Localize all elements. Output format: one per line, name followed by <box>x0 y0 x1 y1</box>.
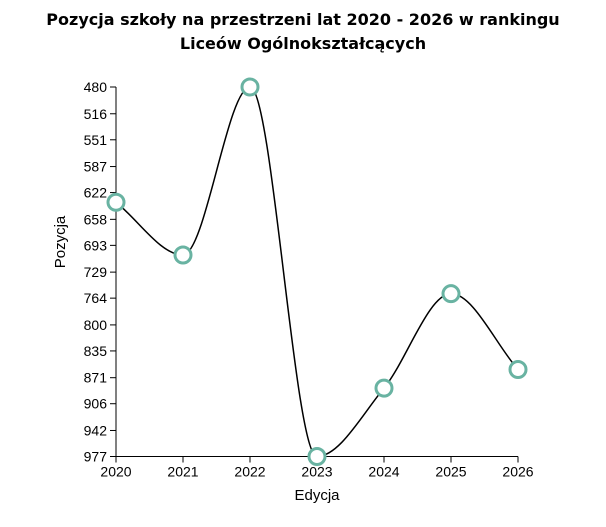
data-points <box>106 77 528 466</box>
y-axis: 480 516 551 587 622 658 693 729 764 800 835 871 906 9… <box>84 79 117 465</box>
chart-title-line-1: Pozycja szkoły na przestrzeni lat 2020 -… <box>46 10 560 29</box>
y-tick-label: 693 <box>84 237 108 253</box>
y-tick: 551 <box>84 132 116 148</box>
x-tick-label: 2023 <box>301 464 332 480</box>
x-tick: 2020 <box>100 456 132 480</box>
y-tick-label: 622 <box>84 185 108 201</box>
y-tick: 729 <box>84 264 116 280</box>
x-tick: 2026 <box>502 456 534 480</box>
y-tick: 977 <box>84 449 116 465</box>
y-axis-label: Pozycja <box>52 215 69 268</box>
y-tick-label: 977 <box>84 449 108 465</box>
y-tick: 658 <box>84 211 116 227</box>
y-tick-label: 729 <box>84 264 108 280</box>
data-point[interactable] <box>508 360 528 380</box>
y-tick-label: 835 <box>84 343 108 359</box>
y-tick-label: 658 <box>84 211 108 227</box>
x-axis-label: Edycja <box>294 487 340 504</box>
y-tick-label: 942 <box>84 422 108 438</box>
x-tick: 2025 <box>435 456 467 480</box>
x-tick: 2024 <box>368 456 400 480</box>
y-tick: 764 <box>84 290 116 306</box>
y-tick: 835 <box>84 343 116 359</box>
data-point[interactable] <box>441 284 461 304</box>
y-tick-label: 871 <box>84 370 108 386</box>
y-tick-label: 906 <box>84 396 108 412</box>
x-tick-label: 2025 <box>435 464 466 480</box>
chart-title: Pozycja szkoły na przestrzeni lat 2020 -… <box>0 8 606 56</box>
chart-title-line-2: Liceów Ogólnokształcących <box>179 34 427 53</box>
x-tick: 2022 <box>234 456 266 480</box>
data-point[interactable] <box>240 77 260 97</box>
y-tick: 516 <box>84 106 116 122</box>
x-tick-label: 2020 <box>100 464 131 480</box>
x-tick-label: 2022 <box>234 464 265 480</box>
data-point[interactable] <box>173 245 193 265</box>
y-tick-label: 800 <box>84 317 108 333</box>
x-tick-label: 2021 <box>167 464 198 480</box>
series-line <box>115 86 519 458</box>
data-point[interactable] <box>307 447 327 466</box>
y-tick-label: 551 <box>84 132 108 148</box>
x-tick-label: 2026 <box>502 464 533 480</box>
y-tick: 587 <box>84 159 116 175</box>
y-tick: 871 <box>84 370 116 386</box>
data-point[interactable] <box>106 192 126 212</box>
y-tick: 622 <box>84 185 116 201</box>
y-tick: 800 <box>84 317 116 333</box>
data-point[interactable] <box>374 378 394 398</box>
x-tick: 2021 <box>167 456 199 480</box>
y-tick: 693 <box>84 237 116 253</box>
y-tick: 906 <box>84 396 116 412</box>
x-tick-label: 2024 <box>368 464 399 480</box>
y-tick-label: 587 <box>84 159 108 175</box>
y-tick-label: 480 <box>84 79 108 95</box>
y-tick-label: 516 <box>84 106 108 122</box>
y-tick: 942 <box>84 422 116 438</box>
y-tick: 480 <box>84 79 116 95</box>
y-tick-label: 764 <box>84 290 108 306</box>
